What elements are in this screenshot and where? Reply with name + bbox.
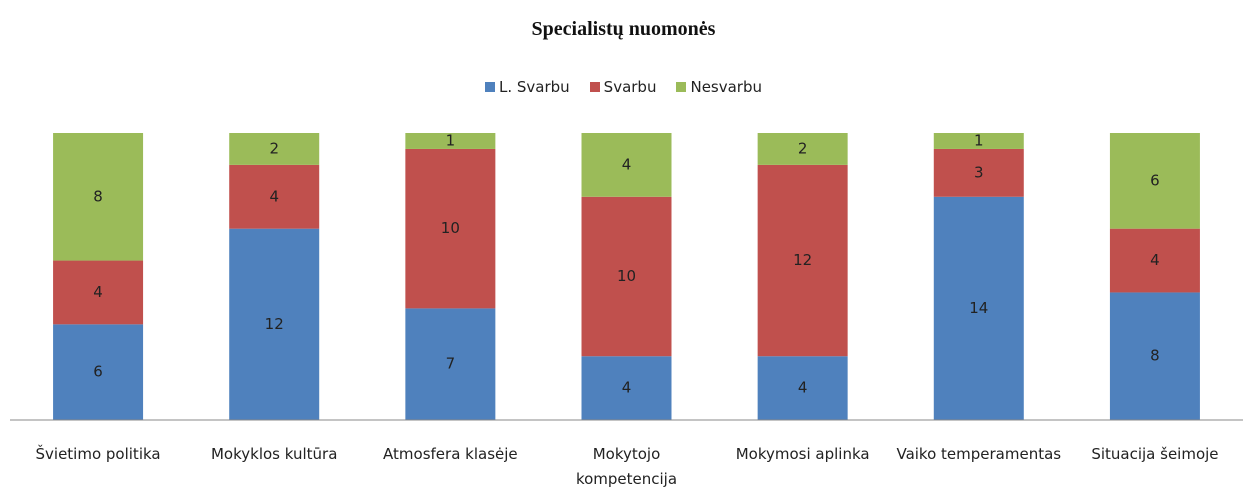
legend-label: Svarbu bbox=[603, 78, 657, 96]
legend-label: L. Svarbu bbox=[498, 78, 570, 96]
bar-segment bbox=[1109, 133, 1200, 229]
data-label: 2 bbox=[269, 139, 279, 157]
data-label: 14 bbox=[969, 299, 988, 317]
data-label: 2 bbox=[798, 139, 808, 157]
bar-segment bbox=[53, 260, 144, 325]
bar-segment bbox=[933, 133, 1024, 149]
legend-swatch bbox=[676, 82, 687, 92]
bar-segment bbox=[1109, 228, 1200, 293]
legend-item: L. Svarbu bbox=[484, 78, 570, 96]
data-label: 10 bbox=[617, 267, 636, 285]
data-label: 3 bbox=[974, 163, 984, 181]
x-tick-label: Atmosfera klasėje bbox=[383, 445, 518, 463]
bar-segment bbox=[229, 133, 320, 165]
legend-label: Nesvarbu bbox=[690, 78, 762, 96]
bar-segment bbox=[581, 356, 672, 420]
x-tick-label: Mokymosi aplinka bbox=[735, 445, 870, 463]
bar-segment bbox=[53, 324, 144, 420]
data-label: 1 bbox=[974, 131, 984, 149]
data-label: 8 bbox=[1150, 347, 1160, 365]
bar-segment bbox=[405, 308, 496, 420]
data-label: 4 bbox=[269, 187, 279, 205]
data-label: 6 bbox=[93, 363, 103, 381]
bar-segment bbox=[581, 196, 672, 357]
chart-title: Specialistų nuomonės bbox=[531, 18, 716, 40]
legend-swatch bbox=[484, 82, 495, 92]
bar-segment bbox=[581, 133, 672, 197]
bar-segment bbox=[757, 164, 848, 357]
data-label: 7 bbox=[446, 355, 456, 373]
bar-segment bbox=[933, 148, 1024, 197]
bar-segment bbox=[405, 148, 496, 309]
bar-segment bbox=[757, 356, 848, 420]
x-tick-label: Mokytojo kompetencija bbox=[575, 445, 678, 488]
data-label: 4 bbox=[622, 155, 632, 173]
data-label: 12 bbox=[265, 315, 284, 333]
bar-segment bbox=[757, 133, 848, 165]
data-label: 4 bbox=[93, 283, 103, 301]
data-label: 1 bbox=[446, 131, 456, 149]
x-tick-label: Situacija šeimoje bbox=[1091, 445, 1219, 463]
x-tick-label: Vaiko temperamentas bbox=[896, 445, 1062, 463]
legend-item: Svarbu bbox=[589, 78, 657, 96]
legend-swatch bbox=[589, 82, 600, 92]
bar-segment bbox=[933, 196, 1024, 420]
data-label: 8 bbox=[93, 187, 103, 205]
bar-segment bbox=[405, 133, 496, 149]
x-tick-label: Mokyklos kultūra bbox=[210, 445, 338, 463]
data-label: 10 bbox=[441, 219, 460, 237]
bar-segment bbox=[1109, 292, 1200, 420]
data-label: 4 bbox=[622, 379, 632, 397]
data-label: 6 bbox=[1150, 171, 1160, 189]
bar-segment bbox=[229, 228, 320, 420]
bar-segment bbox=[53, 133, 144, 261]
x-tick-label: Švietimo politika bbox=[35, 445, 161, 463]
legend: L. Svarbu Svarbu Nesvarbu bbox=[0, 78, 1247, 96]
data-label: 4 bbox=[1150, 251, 1160, 269]
bar-segment bbox=[229, 164, 320, 229]
legend-item: Nesvarbu bbox=[676, 78, 762, 96]
data-label: 4 bbox=[798, 379, 808, 397]
data-label: 12 bbox=[793, 251, 812, 269]
